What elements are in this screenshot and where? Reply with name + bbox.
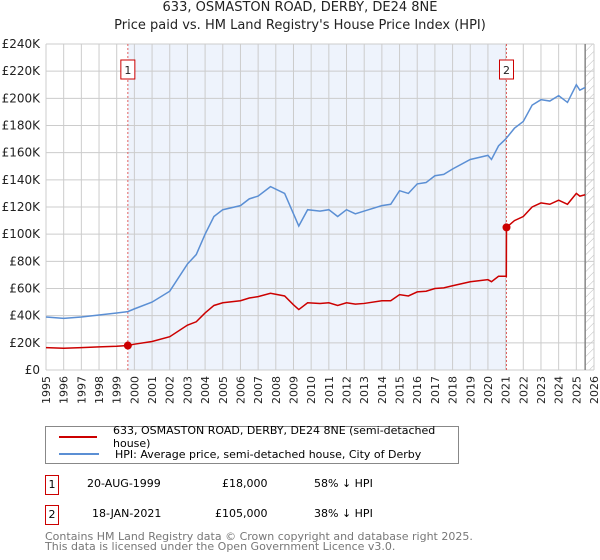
- legend: 633, OSMASTON ROAD, DERBY, DE24 8NE (sem…: [45, 424, 459, 464]
- y-tick-label: £40K: [9, 309, 41, 323]
- x-tick-label: 2012: [341, 376, 354, 404]
- x-tick-label: 2007: [252, 376, 265, 404]
- sale-marker-badge: 1: [45, 475, 59, 495]
- sale-marker-label: 2: [503, 64, 510, 77]
- plot-area: 1995 1996 1997 1998 1999 2000 2001 2002 2003 2004…: [2, 37, 600, 404]
- blue-line-swatch: [59, 453, 99, 455]
- footer-copyright: Contains HM Land Registry data © Crown c…: [45, 530, 473, 543]
- x-tick-label: 2020: [482, 376, 495, 404]
- x-tick-label: 1999: [111, 376, 124, 404]
- x-tick-label: 1997: [75, 376, 88, 404]
- x-tick-label: 2026: [588, 376, 600, 404]
- sale-marker-box: [120, 59, 136, 80]
- x-tick-label: 1998: [93, 376, 106, 404]
- x-tick-label: 2008: [270, 376, 283, 404]
- x-tick-label: 2009: [287, 376, 300, 404]
- x-tick-label: 2001: [146, 376, 159, 404]
- x-tick-label: 2006: [234, 376, 247, 404]
- x-tick-label: 2021: [500, 376, 513, 404]
- sale-hpi-diff: 58% ↓ HPI: [314, 477, 373, 490]
- sale-marker-badge: 2: [45, 505, 59, 525]
- x-tick-label: 2019: [464, 376, 477, 404]
- series-line-hpi: [45, 83, 586, 320]
- x-tick-label: 2023: [535, 376, 548, 404]
- sale-price: £18,000: [222, 477, 268, 490]
- sale-price: £105,000: [215, 507, 268, 520]
- sale-point: [123, 341, 132, 350]
- red-line-swatch: [59, 436, 97, 438]
- x-tick-label: 1995: [40, 376, 53, 404]
- x-tick-label: 2025: [570, 376, 583, 404]
- x-tick-label: 2022: [517, 376, 530, 404]
- sale-marker-box: [498, 59, 514, 80]
- x-tick-label: 2024: [553, 376, 566, 404]
- x-tick-label: 2011: [323, 376, 336, 404]
- sale-marker-label: 1: [124, 64, 131, 77]
- x-tick-label: 2016: [411, 376, 424, 404]
- y-tick-label: £240K: [2, 37, 42, 51]
- x-tick-label: 2002: [164, 376, 177, 404]
- x-tick-label: 2017: [429, 376, 442, 404]
- y-tick-label: £120K: [2, 200, 42, 214]
- sale-point: [502, 223, 511, 232]
- x-tick-label: 2004: [199, 376, 212, 404]
- legend-label: 633, OSMASTON ROAD, DERBY, DE24 8NE (sem…: [113, 424, 436, 450]
- x-tick-label: 2003: [181, 376, 194, 404]
- x-tick-label: 2010: [305, 376, 318, 404]
- legend-label: HPI: Average price, semi-detached house,…: [115, 447, 422, 461]
- x-tick-label: 2018: [447, 376, 460, 404]
- x-tick-label: 2014: [376, 376, 389, 404]
- y-tick-label: £80K: [9, 254, 41, 268]
- y-tick-label: £100K: [2, 227, 42, 241]
- sale-hpi-diff: 38% ↓ HPI: [314, 507, 373, 520]
- legend-item-price-paid: 633, OSMASTON ROAD, DERBY, DE24 8NE (sem…: [59, 424, 458, 450]
- y-tick-label: £160K: [2, 146, 42, 160]
- y-tick-label: £140K: [2, 173, 42, 187]
- chart-title: 633, OSMASTON ROAD, DERBY, DE24 8NE: [162, 0, 438, 15]
- footer-licence: This data is licensed under the Open Gov…: [45, 540, 396, 553]
- x-tick-label: 2005: [217, 376, 230, 404]
- y-tick-label: £200K: [2, 91, 42, 105]
- legend-item-hpi: HPI: Average price, semi-detached house,…: [59, 446, 421, 462]
- x-tick-label: 2013: [358, 376, 371, 404]
- x-tick-label: 2000: [128, 376, 141, 404]
- y-tick-label: £20K: [9, 336, 41, 350]
- y-tick-label: £220K: [2, 64, 42, 78]
- y-tick-label: £60K: [9, 282, 41, 296]
- chart-subtitle: Price paid vs. HM Land Registry's House …: [114, 18, 486, 33]
- series-line-price-paid: [45, 192, 586, 350]
- x-tick-label: 2015: [394, 376, 407, 404]
- y-tick-label: £0: [25, 363, 40, 377]
- x-tick-label: 1996: [58, 376, 71, 404]
- sale-date: 18-JAN-2021: [92, 507, 162, 520]
- y-tick-label: £180K: [2, 119, 42, 133]
- sale-date: 20-AUG-1999: [87, 477, 161, 490]
